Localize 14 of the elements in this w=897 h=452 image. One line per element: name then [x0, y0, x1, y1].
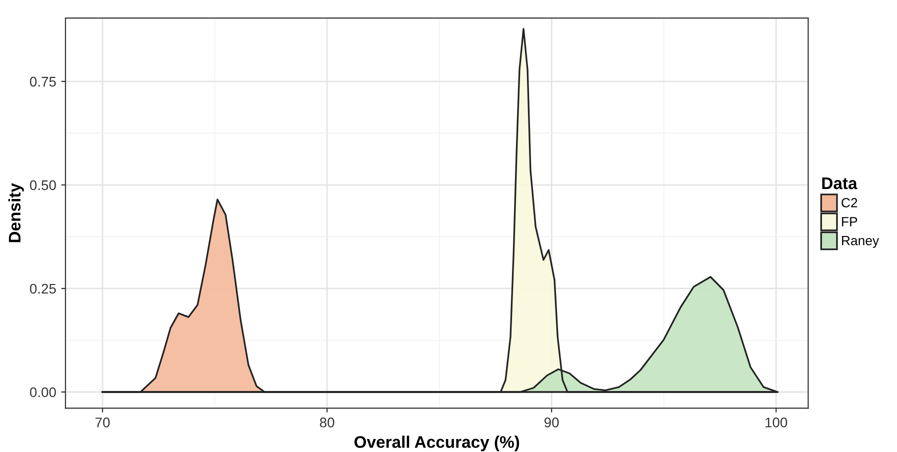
- x-tick-label: 90: [544, 418, 559, 428]
- legend-label: FP: [842, 217, 858, 226]
- x-tick-label: 70: [96, 418, 110, 428]
- y-tick-label: 0.25: [30, 284, 56, 294]
- x-tick-label: 100: [766, 418, 788, 428]
- x-tick-label: 80: [320, 418, 334, 428]
- y-tick-label: 0.75: [30, 76, 56, 87]
- y-tick-label: 0.50: [30, 180, 56, 190]
- y-tick-label: 0.00: [30, 387, 56, 398]
- x-axis-title: Overall Accuracy (%): [354, 436, 520, 452]
- legend-label: Raney: [842, 236, 880, 248]
- legend-title: Data: [822, 178, 858, 190]
- y-axis-title: Density: [8, 183, 24, 242]
- legend-label: C2: [842, 198, 858, 208]
